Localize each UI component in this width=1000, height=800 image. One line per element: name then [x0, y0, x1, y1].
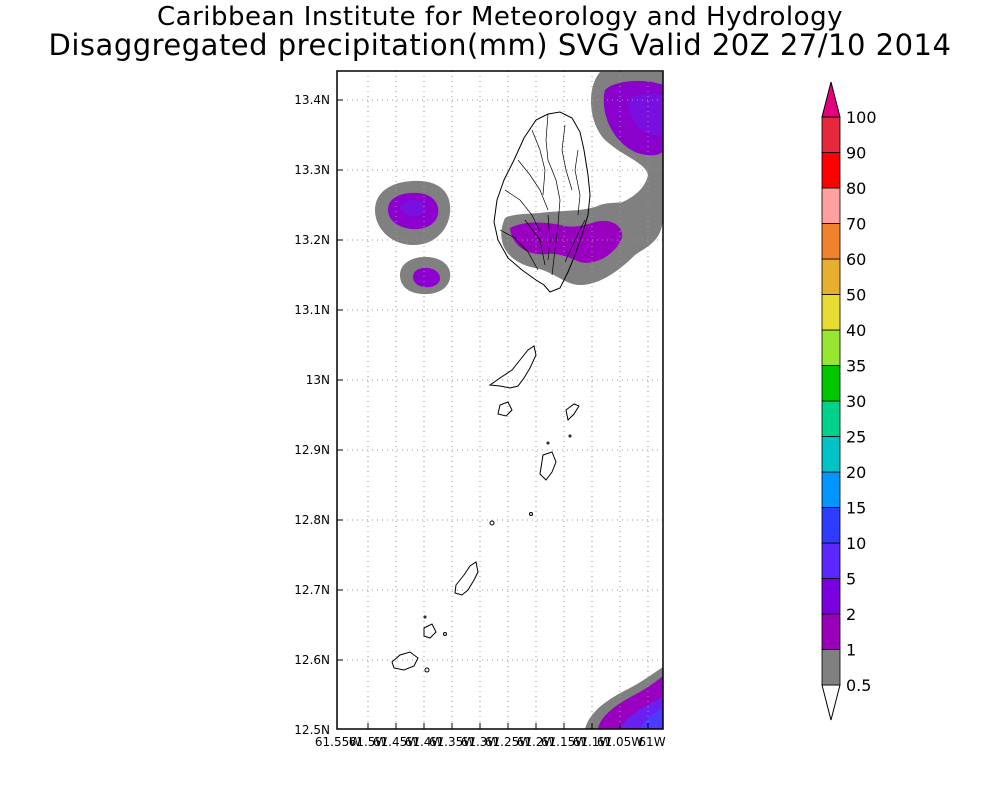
- lat-label: 13.1N: [294, 303, 330, 317]
- colorbar-box: [821, 649, 841, 686]
- colorbar-label: 80: [846, 179, 866, 198]
- colorbar-label: 10: [846, 534, 866, 553]
- colorbar-box: [821, 223, 841, 260]
- precip-blue-se: [640, 708, 663, 729]
- colorbar-label: 1: [846, 641, 856, 660]
- lon-label: 61.3W: [461, 735, 500, 749]
- lon-label: 61.05W: [597, 735, 643, 749]
- colorbar-label: 35: [846, 357, 866, 376]
- colorbar-label: 25: [846, 428, 866, 447]
- island-carriacou: [391, 651, 419, 671]
- chart-title-line2: Disaggregated precipitation(mm) SVG Vali…: [48, 28, 952, 62]
- lat-label: 12.5N: [294, 723, 330, 737]
- colorbar-bottom-arrow: [821, 684, 841, 721]
- colorbar-label: 70: [846, 215, 866, 234]
- precipitation-fields: [375, 72, 663, 729]
- axis-ticks: [337, 99, 649, 729]
- colorbar-boxes: [821, 116, 841, 686]
- island-bequia: [488, 345, 537, 389]
- colorbar-label: 5: [846, 570, 856, 589]
- precip-violet-w1: [400, 200, 426, 217]
- colorbar-label: 90: [846, 144, 866, 163]
- latitude-labels: 13.4N 13.3N 13.2N 13.1N 13N 12.9N 12.8N …: [294, 93, 330, 737]
- colorbar-box: [821, 152, 841, 189]
- lon-label: 61.4W: [405, 735, 444, 749]
- island-st-vincent: [493, 111, 591, 293]
- lat-label: 13.2N: [294, 233, 330, 247]
- lon-label: 61.35W: [429, 735, 475, 749]
- colorbar-label: 0.5: [846, 676, 871, 695]
- lat-label: 13N: [306, 373, 330, 387]
- colorbar-box: [821, 258, 841, 295]
- colorbar-box: [821, 365, 841, 402]
- lon-label: 61.1W: [573, 735, 612, 749]
- colorbar-top-arrow: [821, 81, 841, 118]
- colorbar-box: [821, 329, 841, 366]
- longitude-labels: 61.55W 61.5W 61.45W 61.4W 61.35W 61.3W 6…: [315, 735, 666, 749]
- colorbar-label: 20: [846, 463, 866, 482]
- colorbar-label: 60: [846, 250, 866, 269]
- lon-label: 61.5W: [349, 735, 388, 749]
- colorbar-box: [821, 542, 841, 579]
- lat-label: 13.4N: [294, 93, 330, 107]
- lat-label: 12.9N: [294, 443, 330, 457]
- colorbar-box: [821, 613, 841, 650]
- colorbar-label: 100: [846, 108, 877, 127]
- colorbar-box: [821, 471, 841, 508]
- colorbar-label: 40: [846, 321, 866, 340]
- map-frame: [336, 70, 664, 730]
- precip-violet-ne: [628, 93, 663, 136]
- island-outlines: [391, 111, 591, 673]
- lon-label: 61.55W: [315, 735, 361, 749]
- island-canouan: [454, 561, 479, 596]
- lat-label: 12.6N: [294, 653, 330, 667]
- colorbar-box: [821, 116, 841, 153]
- lat-label: 12.7N: [294, 583, 330, 597]
- lon-label: 61W: [638, 735, 665, 749]
- lon-label: 61.15W: [541, 735, 587, 749]
- map-gridlines: [337, 71, 663, 729]
- colorbar-label: 15: [846, 499, 866, 518]
- lon-label: 61.25W: [485, 735, 531, 749]
- precip-purple-mid: [510, 220, 623, 263]
- colorbar-label: 50: [846, 286, 866, 305]
- lon-label: 61.45W: [373, 735, 419, 749]
- colorbar-label: 30: [846, 392, 866, 411]
- colorbar-label: 2: [846, 605, 856, 624]
- colorbar-box: [821, 436, 841, 473]
- colorbar-box: [821, 507, 841, 544]
- precip-purple-w2: [413, 267, 441, 288]
- colorbar-box: [821, 400, 841, 437]
- lat-label: 12.8N: [294, 513, 330, 527]
- lon-label: 61.2W: [517, 735, 556, 749]
- colorbar-box: [821, 578, 841, 615]
- lat-label: 13.3N: [294, 163, 330, 177]
- colorbar-box: [821, 187, 841, 224]
- chart-title-line1: Caribbean Institute for Meteorology and …: [157, 2, 843, 32]
- colorbar-box: [821, 294, 841, 331]
